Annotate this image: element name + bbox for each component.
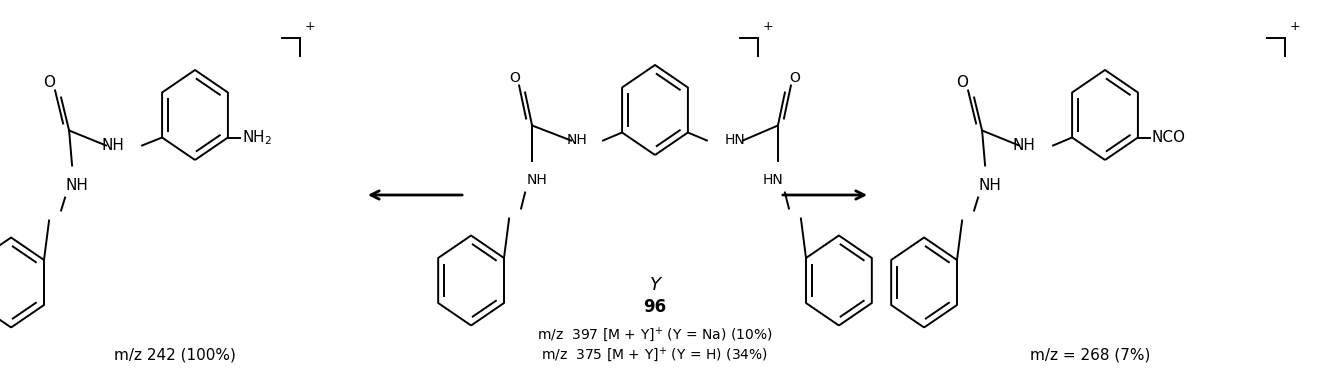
Text: HN: HN (724, 134, 745, 147)
Text: 96: 96 (644, 298, 666, 316)
Text: O: O (956, 75, 968, 90)
Text: +: + (306, 20, 316, 33)
Text: Y: Y (649, 276, 661, 294)
Text: NH: NH (1013, 138, 1035, 153)
Text: NH: NH (979, 178, 1001, 193)
Text: O: O (789, 71, 801, 84)
Text: m/z  375 [M + Y]$^{+}$ (Y = H) (34%): m/z 375 [M + Y]$^{+}$ (Y = H) (34%) (541, 346, 769, 364)
Text: NH: NH (66, 178, 88, 193)
Text: +: + (1289, 20, 1301, 33)
Text: +: + (763, 20, 773, 33)
Text: m/z = 268 (7%): m/z = 268 (7%) (1030, 348, 1150, 362)
Text: O: O (43, 75, 55, 90)
Text: NH: NH (527, 174, 548, 187)
Text: m/z 242 (100%): m/z 242 (100%) (115, 348, 236, 362)
Text: NCO: NCO (1152, 130, 1185, 145)
Text: O: O (510, 71, 520, 84)
Text: NH$_2$: NH$_2$ (242, 128, 273, 147)
Text: NH: NH (566, 134, 587, 147)
Text: HN: HN (763, 174, 784, 187)
Text: m/z  397 [M + Y]$^{+}$ (Y = Na) (10%): m/z 397 [M + Y]$^{+}$ (Y = Na) (10%) (537, 326, 773, 344)
Text: NH: NH (101, 138, 124, 153)
